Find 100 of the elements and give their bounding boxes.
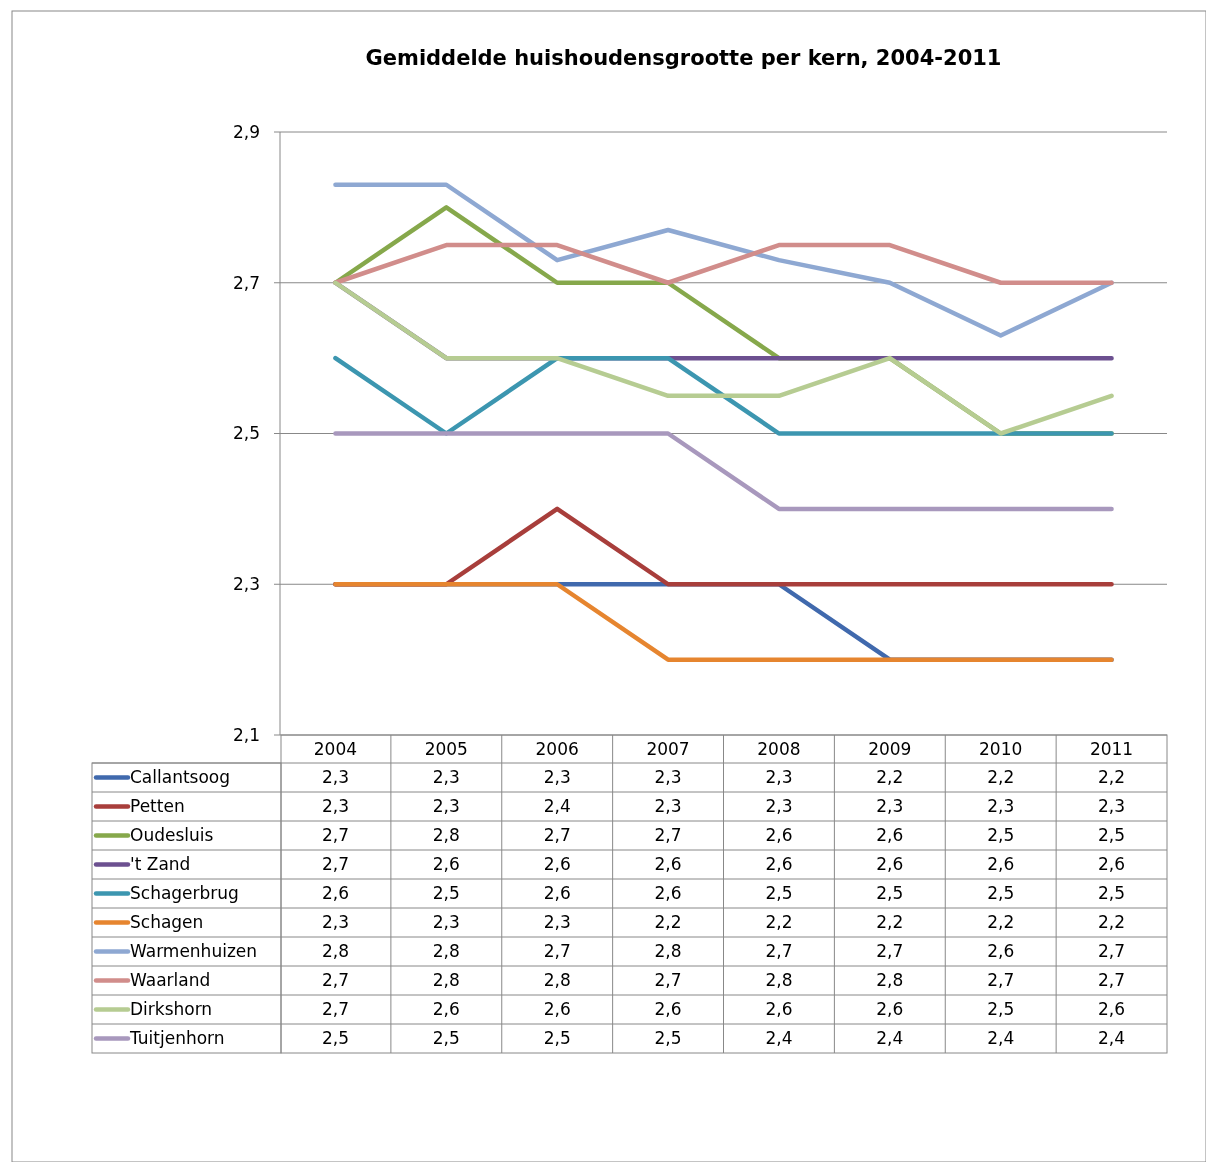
data-label: 2,7 xyxy=(1098,970,1126,991)
data-label: 2,7 xyxy=(321,970,349,991)
data-label: 2,4 xyxy=(543,796,571,817)
data-label: 2,5 xyxy=(1098,883,1126,904)
y-tick-label: 2,3 xyxy=(232,574,260,595)
data-label: 2,8 xyxy=(321,941,349,962)
data-label: 2,3 xyxy=(543,767,571,788)
data-label: 2,5 xyxy=(432,1028,460,1049)
data-label: 2,7 xyxy=(321,999,349,1020)
line-series xyxy=(333,182,1114,338)
data-label: 2,5 xyxy=(1098,825,1126,846)
data-label: 2,4 xyxy=(765,1028,793,1049)
data-label: 2,6 xyxy=(765,999,793,1020)
legend-label: Dirkshorn xyxy=(130,999,213,1020)
data-label: 2,8 xyxy=(876,970,904,991)
data-label: 2,6 xyxy=(1098,999,1126,1020)
data-label: 2,6 xyxy=(1098,854,1126,875)
chart-title: Gemiddelde huishoudensgrootte per kern, 2004-2011 xyxy=(365,46,1002,70)
data-label: 2,7 xyxy=(876,941,904,962)
data-label: 2,3 xyxy=(987,796,1015,817)
legend-label: Tuitjenhorn xyxy=(129,1028,225,1049)
data-label: 2,7 xyxy=(765,941,793,962)
legend-label: Callantsoog xyxy=(130,767,231,788)
data-label: 2,3 xyxy=(765,767,793,788)
data-label: 2,2 xyxy=(876,912,904,933)
data-label: 2,3 xyxy=(321,767,349,788)
data-label: 2,7 xyxy=(321,825,349,846)
data-label: 2,8 xyxy=(543,970,571,991)
data-label: 2,6 xyxy=(321,883,349,904)
data-label: 2,2 xyxy=(654,912,682,933)
legend-label: Oudesluis xyxy=(130,825,214,846)
data-label: 2,5 xyxy=(765,883,793,904)
y-tick-label: 2,1 xyxy=(232,724,260,745)
data-label: 2,3 xyxy=(654,796,682,817)
data-label: 2,6 xyxy=(543,999,571,1020)
data-label: 2,6 xyxy=(654,999,682,1020)
data-label: 2,6 xyxy=(654,883,682,904)
data-label: 2,6 xyxy=(432,854,460,875)
data-label: 2,8 xyxy=(432,970,460,991)
data-label: 2,5 xyxy=(432,883,460,904)
data-label: 2,2 xyxy=(987,767,1015,788)
data-label: 2,3 xyxy=(1098,796,1126,817)
data-label: 2,7 xyxy=(321,854,349,875)
data-label: 2,5 xyxy=(987,883,1015,904)
x-tick-label: 2008 xyxy=(757,738,801,759)
x-tick-label: 2006 xyxy=(535,738,579,759)
data-label: 2,2 xyxy=(876,767,904,788)
y-tick-label: 2,5 xyxy=(232,423,260,444)
x-tick-label: 2004 xyxy=(313,738,358,759)
data-label: 2,4 xyxy=(987,1028,1015,1049)
data-label: 2,2 xyxy=(987,912,1015,933)
data-label: 2,6 xyxy=(987,854,1015,875)
line-series xyxy=(333,280,1114,436)
data-label: 2,7 xyxy=(543,825,571,846)
data-label: 2,6 xyxy=(543,883,571,904)
data-label: 2,3 xyxy=(432,767,460,788)
data-label: 2,7 xyxy=(1098,941,1126,962)
data-label: 2,5 xyxy=(987,825,1015,846)
data-label: 2,3 xyxy=(321,796,349,817)
data-label: 2,7 xyxy=(654,970,682,991)
data-label: 2,5 xyxy=(876,883,904,904)
data-label: 2,8 xyxy=(654,941,682,962)
x-tick-label: 2011 xyxy=(1089,738,1134,759)
legend-label: Petten xyxy=(130,796,185,817)
legend-label: Waarland xyxy=(130,970,211,991)
data-label: 2,2 xyxy=(765,912,793,933)
x-tick-label: 2005 xyxy=(424,738,468,759)
data-label: 2,3 xyxy=(543,912,571,933)
data-label: 2,4 xyxy=(1098,1028,1126,1049)
data-label: 2,4 xyxy=(876,1028,904,1049)
data-label: 2,5 xyxy=(987,999,1015,1020)
x-tick-label: 2007 xyxy=(646,738,690,759)
x-tick-label: 2009 xyxy=(868,738,912,759)
data-label: 2,3 xyxy=(876,796,904,817)
data-label: 2,6 xyxy=(654,854,682,875)
data-label: 2,3 xyxy=(432,912,460,933)
data-label: 2,2 xyxy=(1098,767,1126,788)
y-tick-label: 2,7 xyxy=(232,272,260,293)
data-label: 2,6 xyxy=(432,999,460,1020)
data-label: 2,3 xyxy=(765,796,793,817)
data-label: 2,8 xyxy=(432,825,460,846)
data-label: 2,6 xyxy=(987,941,1015,962)
data-label: 2,6 xyxy=(876,825,904,846)
data-label: 2,6 xyxy=(543,854,571,875)
legend-label: Warmenhuizen xyxy=(130,941,258,962)
data-label: 2,3 xyxy=(321,912,349,933)
data-label: 2,2 xyxy=(1098,912,1126,933)
y-tick-label: 2,9 xyxy=(232,121,260,142)
legend-label: Schagerbrug xyxy=(130,883,239,904)
data-label: 2,8 xyxy=(765,970,793,991)
data-label: 2,5 xyxy=(654,1028,682,1049)
data-label: 2,5 xyxy=(321,1028,349,1049)
data-label: 2,8 xyxy=(432,941,460,962)
data-label: 2,6 xyxy=(765,825,793,846)
legend-label: Schagen xyxy=(130,912,204,933)
x-tick-label: 2010 xyxy=(979,738,1023,759)
data-label: 2,7 xyxy=(654,825,682,846)
data-label: 2,7 xyxy=(987,970,1015,991)
data-label: 2,3 xyxy=(432,796,460,817)
data-label: 2,6 xyxy=(876,999,904,1020)
